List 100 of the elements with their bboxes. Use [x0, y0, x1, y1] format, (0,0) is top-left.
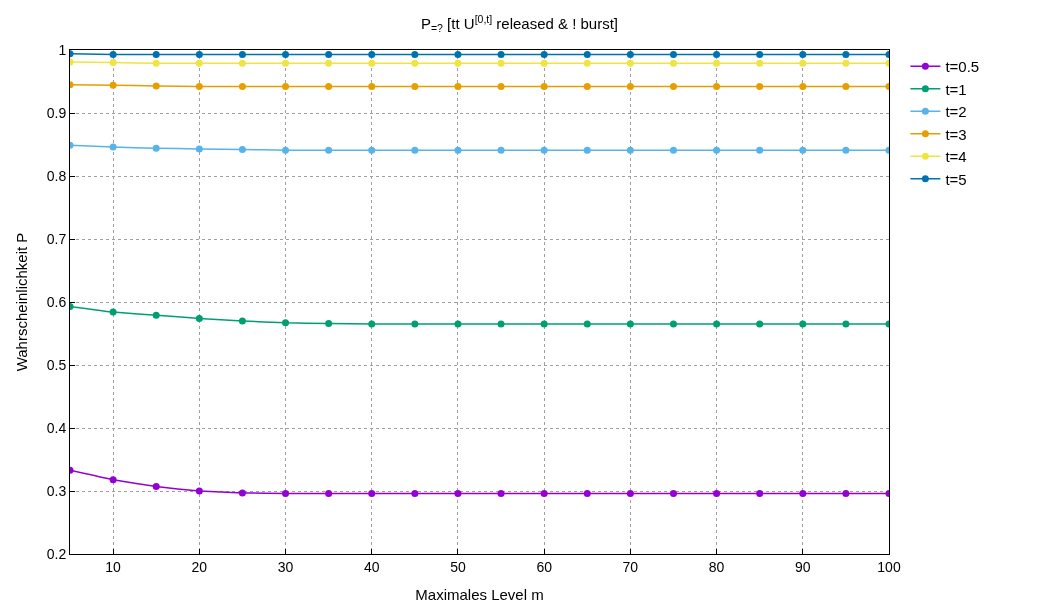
- legend-label: t=3: [945, 125, 967, 143]
- point: [713, 59, 721, 67]
- point: [238, 317, 246, 325]
- point: [152, 483, 160, 491]
- point: [799, 59, 807, 67]
- point: [626, 146, 634, 154]
- point: [325, 83, 333, 91]
- point: [411, 490, 419, 498]
- point: [842, 490, 850, 498]
- y-tick-label: 1: [58, 41, 67, 58]
- point: [152, 144, 160, 152]
- point: [497, 50, 505, 58]
- point: [282, 50, 290, 58]
- y-tick-label: 0.7: [46, 230, 67, 247]
- point: [411, 83, 419, 91]
- y-tick-label: 0.8: [46, 167, 67, 184]
- point: [152, 59, 160, 67]
- point: [713, 83, 721, 91]
- point: [669, 320, 677, 328]
- point: [799, 320, 807, 328]
- point: [583, 320, 591, 328]
- point: [454, 490, 462, 498]
- point: [238, 50, 246, 58]
- legend-label: t=2: [945, 103, 967, 121]
- point: [713, 490, 721, 498]
- point: [669, 50, 677, 58]
- point: [842, 59, 850, 67]
- point: [669, 490, 677, 498]
- point: [842, 50, 850, 58]
- point: [626, 59, 634, 67]
- y-axis-title: Wahrscheinlichkeit P: [12, 232, 30, 372]
- point: [799, 490, 807, 498]
- x-tick-label: 60: [536, 558, 553, 575]
- point: [282, 83, 290, 91]
- legend-label: t=1: [945, 80, 967, 98]
- point: [282, 490, 290, 498]
- point: [756, 83, 764, 91]
- point: [713, 146, 721, 154]
- point: [325, 490, 333, 498]
- point: [626, 50, 634, 58]
- x-tick-label: 30: [277, 558, 294, 575]
- point: [368, 50, 376, 58]
- y-tick-label: 0.4: [46, 419, 67, 436]
- x-tick-label: 90: [795, 558, 811, 575]
- legend-label: t=4: [945, 148, 967, 166]
- point: [583, 50, 591, 58]
- point: [713, 50, 721, 58]
- point: [238, 83, 246, 91]
- y-tick-label: 0.6: [46, 293, 67, 310]
- x-tick-label: 100: [877, 558, 901, 575]
- x-tick-label: 10: [105, 558, 122, 575]
- x-tick-label: 50: [450, 558, 466, 575]
- point: [282, 319, 290, 327]
- point: [756, 50, 764, 58]
- point: [195, 487, 203, 495]
- point: [756, 490, 764, 498]
- y-tick-label: 0.3: [46, 482, 67, 499]
- point: [368, 320, 376, 328]
- point: [799, 50, 807, 58]
- point: [583, 146, 591, 154]
- point: [497, 146, 505, 154]
- chart-title: P$_{=?}$ [tt U$^{[0,t]}$ released & ! burst]: [420, 12, 619, 35]
- point: [756, 59, 764, 67]
- point: [540, 59, 548, 67]
- point: [238, 489, 246, 497]
- point: [368, 83, 376, 91]
- x-tick-label: 80: [708, 558, 725, 575]
- point: [842, 320, 850, 328]
- point: [497, 59, 505, 67]
- point: [325, 319, 333, 327]
- point: [195, 50, 203, 58]
- point: [626, 490, 634, 498]
- point: [411, 320, 419, 328]
- point: [411, 50, 419, 58]
- point: [109, 59, 117, 67]
- point: [282, 146, 290, 154]
- point: [109, 81, 117, 89]
- point: [368, 146, 376, 154]
- point: [756, 146, 764, 154]
- y-tick-label: 0.5: [46, 356, 67, 373]
- point: [109, 308, 117, 316]
- point: [626, 320, 634, 328]
- point: [842, 83, 850, 91]
- point: [454, 83, 462, 91]
- point: [195, 145, 203, 153]
- y-tick-label: 0.9: [46, 104, 67, 121]
- point: [583, 83, 591, 91]
- point: [583, 490, 591, 498]
- point: [195, 59, 203, 67]
- point: [626, 83, 634, 91]
- legend-label: t=5: [945, 170, 967, 188]
- point: [454, 146, 462, 154]
- point: [497, 490, 505, 498]
- point: [799, 83, 807, 91]
- point: [152, 311, 160, 319]
- point: [540, 146, 548, 154]
- point: [842, 146, 850, 154]
- point: [152, 50, 160, 58]
- x-tick-label: 20: [191, 558, 208, 575]
- point: [540, 490, 548, 498]
